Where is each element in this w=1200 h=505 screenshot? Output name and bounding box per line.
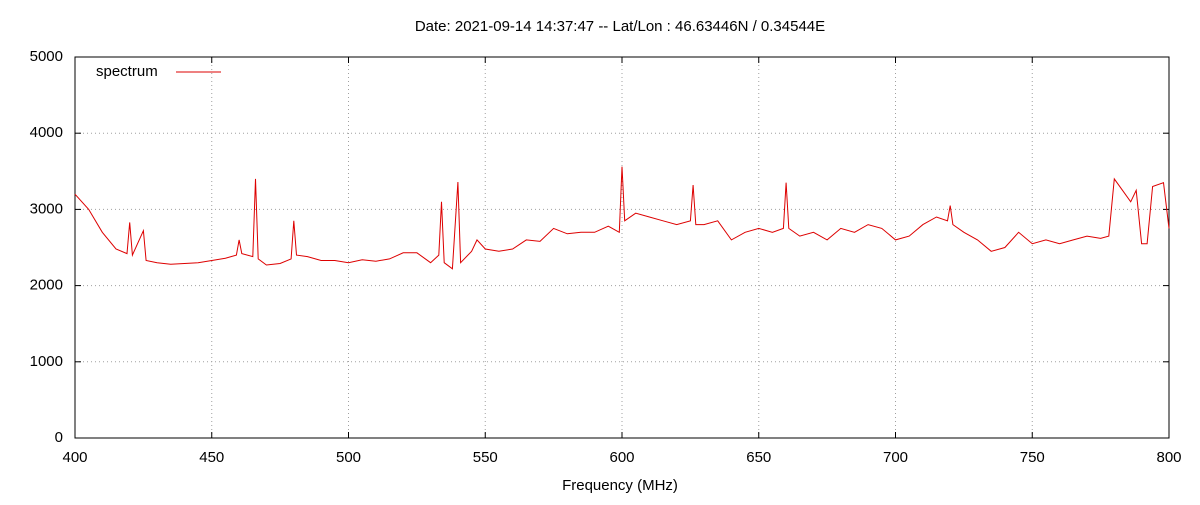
y-tick-label: 3000	[30, 200, 63, 217]
chart-title: Date: 2021-09-14 14:37:47 -- Lat/Lon : 4…	[415, 18, 825, 35]
y-tick-label: 1000	[30, 353, 63, 370]
plot-frame	[74, 56, 1170, 439]
y-tick-label: 2000	[30, 277, 63, 294]
x-tick-label: 700	[883, 449, 908, 466]
x-tick-label: 450	[199, 449, 224, 466]
x-axis-label: Frequency (MHz)	[562, 477, 678, 494]
x-tick-label: 400	[62, 449, 87, 466]
x-tick-label: 800	[1156, 449, 1181, 466]
x-tick-label: 500	[336, 449, 361, 466]
x-tick-label: 750	[1020, 449, 1045, 466]
y-tick-label: 0	[55, 429, 63, 446]
x-tick-label: 650	[746, 449, 771, 466]
x-tick-label: 600	[609, 449, 634, 466]
x-tick-label: 550	[473, 449, 498, 466]
series-line	[74, 166, 1170, 270]
y-tick-label: 4000	[30, 124, 63, 141]
legend-label: spectrum	[96, 63, 158, 80]
y-tick-label: 5000	[30, 48, 63, 65]
